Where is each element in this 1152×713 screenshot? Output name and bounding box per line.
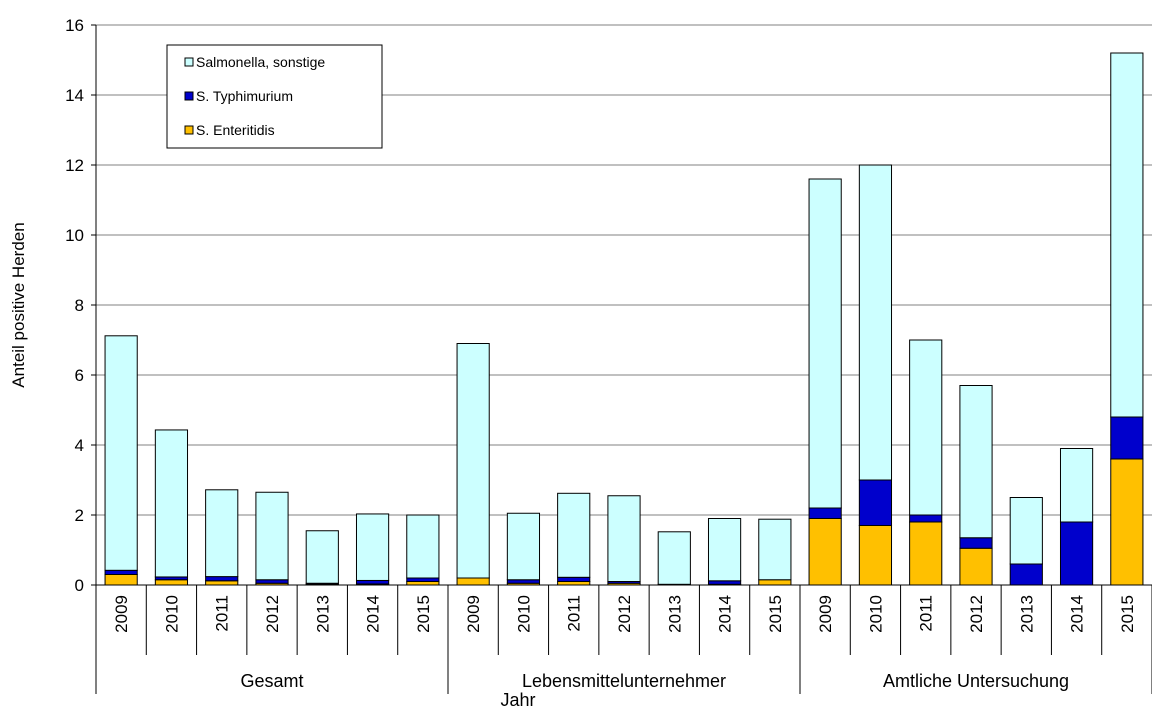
- x-category-label: 2012: [615, 595, 634, 633]
- x-category-label: 2015: [766, 595, 785, 633]
- bar-segment: [858, 479, 893, 526]
- bar-segment: [758, 579, 792, 586]
- bar-segment: [406, 581, 440, 586]
- x-category-label: 2014: [364, 595, 383, 633]
- bar-segment: [858, 164, 893, 481]
- bar-segment: [909, 521, 943, 586]
- bar-segment: [557, 576, 591, 582]
- group-label: Gesamt: [240, 671, 303, 691]
- x-category-label: 2010: [162, 595, 181, 633]
- y-tick-label: 6: [75, 366, 84, 385]
- bar-segment: [104, 335, 138, 571]
- y-tick-label: 8: [75, 296, 84, 315]
- bars: [104, 52, 1144, 586]
- legend-swatch: [184, 91, 194, 101]
- bar-segment: [858, 525, 893, 586]
- bar-segment: [406, 514, 440, 579]
- x-category-label: 2014: [1068, 595, 1087, 633]
- bar-segment: [959, 385, 993, 539]
- legend-entry: Salmonella, sonstige: [196, 54, 325, 70]
- legend-entry: S. Typhimurium: [196, 88, 293, 104]
- bar-segment: [657, 531, 691, 585]
- bar-segment: [255, 579, 289, 584]
- bar-segment: [205, 489, 239, 578]
- x-category-label: 2013: [313, 595, 332, 633]
- bar-segment: [557, 581, 591, 586]
- bar-segment: [104, 574, 138, 586]
- x-category-label: 2013: [665, 595, 684, 633]
- x-category-label: 2010: [514, 595, 533, 633]
- y-axis-label: Anteil positive Herden: [9, 222, 28, 387]
- x-category-label: 2010: [866, 595, 885, 633]
- bar-segment: [205, 576, 239, 582]
- x-category-label: 2015: [414, 595, 433, 633]
- bar-segment: [406, 577, 440, 582]
- bar-segment: [1110, 458, 1144, 586]
- y-tick-label: 2: [75, 506, 84, 525]
- bar-segment: [808, 518, 842, 586]
- bar-segment: [808, 178, 842, 509]
- legend: Salmonella, sonstige S. Typhimurium S. Ent…: [166, 44, 383, 149]
- x-category-label: 2011: [565, 595, 584, 632]
- bar-segment: [1059, 448, 1094, 523]
- bar-segment: [959, 537, 993, 549]
- bar-segment: [355, 579, 390, 585]
- y-tick-label: 4: [75, 436, 84, 455]
- legend-entry: S. Enteritidis: [196, 122, 275, 138]
- bar-segment: [909, 339, 943, 516]
- bar-segment: [557, 492, 591, 578]
- x-category-label: 2012: [263, 595, 282, 633]
- y-tick-label: 10: [65, 226, 84, 245]
- bar-segment: [506, 512, 541, 581]
- group-label: Amtliche Untersuchung: [883, 671, 1069, 691]
- bar-segment: [1110, 416, 1144, 460]
- bar-segment: [1059, 521, 1094, 586]
- x-axis-label: Jahr: [500, 690, 535, 710]
- group-label: Lebensmittelunternehmer: [522, 671, 726, 691]
- x-axis-categories: 2009 2010 2011 2012 2013 2014 2015 2009 2010 2011…: [95, 585, 1152, 694]
- legend-swatch: [184, 125, 194, 135]
- bar-segment: [205, 580, 239, 586]
- bar-segment: [506, 579, 541, 584]
- x-category-label: 2015: [1118, 595, 1137, 633]
- y-tick-label: 16: [65, 16, 84, 35]
- x-category-label: 2012: [967, 595, 986, 633]
- bar-segment: [1009, 497, 1043, 565]
- y-tick-label: 12: [65, 156, 84, 175]
- x-category-label: 2009: [816, 595, 835, 633]
- bar-segment: [808, 507, 842, 519]
- bar-segment: [255, 491, 289, 581]
- bar-segment: [1009, 563, 1043, 586]
- x-category-label: 2014: [716, 595, 735, 633]
- bar-segment: [707, 518, 742, 582]
- bar-segment: [758, 518, 792, 581]
- bar-segment: [154, 579, 189, 586]
- bar-segment: [456, 577, 490, 586]
- y-tick-label: 14: [65, 86, 84, 105]
- bar-segment: [1110, 52, 1144, 418]
- legend-swatch: [184, 57, 194, 67]
- x-category-label: 2009: [112, 595, 131, 633]
- x-category-label: 2013: [1017, 595, 1036, 633]
- legend-box: [166, 44, 383, 149]
- axes: [95, 25, 1152, 586]
- y-tick-label: 0: [75, 576, 84, 595]
- bar-segment: [456, 343, 490, 579]
- bar-segment: [355, 513, 390, 581]
- bar-segment: [959, 547, 993, 586]
- bar-segment: [154, 429, 189, 578]
- y-axis-ticks: 0 2 4 6 8 10 12 14 16: [65, 16, 96, 595]
- bar-segment: [607, 495, 641, 582]
- x-category-label: 2009: [464, 595, 483, 633]
- bar-segment: [909, 514, 943, 523]
- x-category-label: 2011: [917, 595, 936, 632]
- bar-segment: [104, 569, 138, 575]
- bar-segment: [305, 530, 339, 584]
- x-category-label: 2011: [213, 595, 232, 632]
- bar-segment: [707, 580, 742, 585]
